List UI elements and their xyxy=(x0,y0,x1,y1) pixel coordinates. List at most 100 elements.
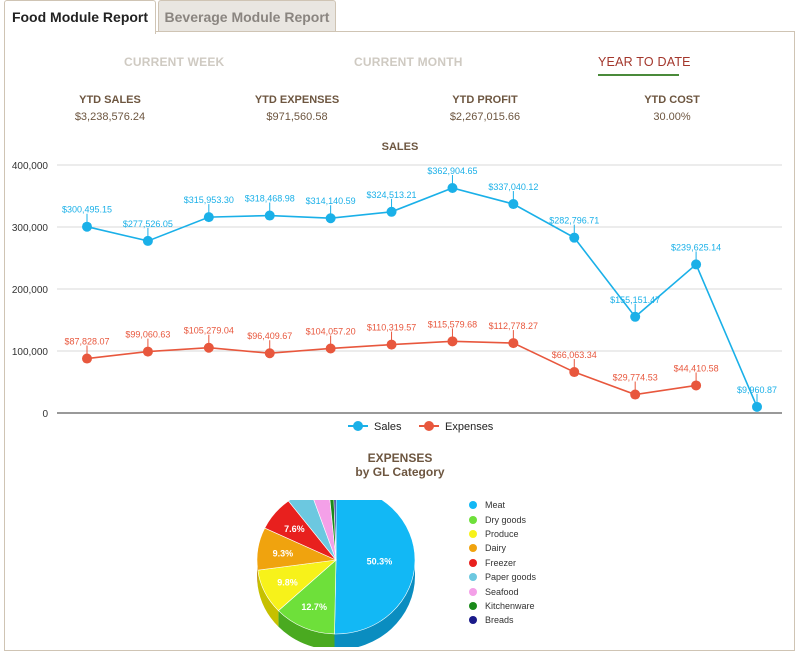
data-point xyxy=(325,213,336,224)
legend-item-kitchenware[interactable]: Kitchenware xyxy=(469,599,536,613)
legend-swatch xyxy=(469,544,477,553)
data-label: $314,140.59 xyxy=(306,196,356,206)
data-label: $29,774.53 xyxy=(613,373,658,383)
legend-item-produce[interactable]: Produce xyxy=(469,527,536,541)
pie-slice-label: 9.8% xyxy=(277,578,298,588)
legend-label: Kitchenware xyxy=(485,600,535,611)
data-point xyxy=(142,235,153,246)
data-point xyxy=(569,367,580,378)
kpi-label: YTD PROFIT xyxy=(452,94,518,106)
legend-swatch xyxy=(469,573,477,582)
data-point xyxy=(752,401,762,412)
period-year-to-date[interactable]: YEAR TO DATE xyxy=(598,55,691,69)
data-label: $96,409.67 xyxy=(247,331,292,341)
data-label: $105,279.04 xyxy=(184,326,234,336)
data-label: $337,040.12 xyxy=(488,182,538,192)
data-label: $315,953.30 xyxy=(184,195,234,205)
kpi-label: YTD COST xyxy=(644,94,700,106)
legend-label: Produce xyxy=(485,528,519,539)
y-tick-label: 0 xyxy=(42,409,48,420)
legend-item-freezer[interactable]: Freezer xyxy=(469,556,536,570)
data-label: $99,060.63 xyxy=(125,330,170,340)
data-label: $44,410.58 xyxy=(674,363,719,373)
y-tick-label: 100,000 xyxy=(12,347,49,358)
pie-slice-label: 9.3% xyxy=(273,548,294,558)
legend-label: Sales xyxy=(374,421,402,433)
data-point xyxy=(142,346,153,357)
series-line-sales xyxy=(86,187,758,408)
legend-label: Meat xyxy=(485,500,506,511)
data-point xyxy=(264,348,275,359)
legend-label: Dairy xyxy=(485,543,507,554)
legend-swatch xyxy=(469,501,477,510)
period-current-month[interactable]: CURRENT MONTH xyxy=(354,55,463,69)
data-label: $362,904.65 xyxy=(427,166,477,176)
data-point xyxy=(386,206,397,217)
data-label: $239,625.14 xyxy=(671,242,721,252)
data-label: $110,319.57 xyxy=(367,323,416,333)
tab-bar: Food Module Report Beverage Module Repor… xyxy=(0,0,800,34)
legend-swatch xyxy=(469,587,477,596)
legend-label: Breads xyxy=(485,615,514,626)
data-point xyxy=(508,199,519,210)
legend-item-meat[interactable]: Meat xyxy=(469,498,536,512)
data-point xyxy=(630,311,641,322)
data-point xyxy=(630,389,641,400)
expenses-title: EXPENSES xyxy=(367,451,433,465)
tab-food-module-report[interactable]: Food Module Report xyxy=(4,0,156,34)
legend-label: Dry goods xyxy=(485,514,527,525)
legend-swatch xyxy=(469,558,477,567)
data-point xyxy=(569,232,580,243)
legend-item-dairy[interactable]: Dairy xyxy=(469,541,536,555)
y-tick-label: 200,000 xyxy=(12,285,49,296)
data-point xyxy=(386,339,397,350)
data-point xyxy=(447,336,458,347)
pie-slice-paper-goods xyxy=(287,500,337,561)
data-point xyxy=(203,342,214,353)
y-tick-label: 300,000 xyxy=(12,223,49,234)
legend-label: Freezer xyxy=(485,557,517,568)
pie-legend: Meat Dry goods Produce Dairy Freezer Paper go… xyxy=(469,498,536,628)
kpi-ytd-expenses: YTD EXPENSES $971,560.58 xyxy=(197,94,397,123)
sales-chart-title: SALES xyxy=(381,141,419,153)
data-label: $112,778.27 xyxy=(489,321,538,331)
data-point xyxy=(264,210,275,221)
data-label: $87,828.07 xyxy=(64,337,109,347)
pie-slice-side-meat xyxy=(334,560,415,647)
legend-label: Expenses xyxy=(445,421,494,433)
tab-beverage-module-report[interactable]: Beverage Module Report xyxy=(158,0,336,32)
legend-marker xyxy=(353,421,363,431)
data-point xyxy=(82,221,92,232)
pie-slice-breads xyxy=(333,500,337,561)
kpi-ytd-sales: YTD SALES $3,238,576.24 xyxy=(10,94,210,123)
expenses-chart-title: EXPENSES by GL Category xyxy=(300,451,500,479)
kpi-ytd-profit: YTD PROFIT $2,267,015.66 xyxy=(385,94,585,123)
pie-slice-label: 50.3% xyxy=(367,556,393,566)
data-label: $115,579.68 xyxy=(428,319,477,329)
data-label: $277,526.05 xyxy=(123,219,173,229)
legend-item-paper-goods[interactable]: Paper goods xyxy=(469,570,536,584)
legend-item-seafood[interactable]: Seafood xyxy=(469,584,536,598)
sales-line-chart: 0 100,000 200,000 300,000 400,000 $300,495.15… xyxy=(12,161,782,433)
period-current-week[interactable]: CURRENT WEEK xyxy=(124,55,225,69)
pie-slice-seafood xyxy=(313,500,337,561)
data-point xyxy=(325,343,336,354)
pie-slice-label: 12.7% xyxy=(301,602,327,612)
data-point xyxy=(82,353,92,364)
pie-slice-label: 7.6% xyxy=(284,524,305,534)
data-label: $282,796.71 xyxy=(549,216,599,226)
kpi-value: $2,267,015.66 xyxy=(449,111,521,123)
legend-swatch xyxy=(469,515,477,524)
data-label: $66,063.34 xyxy=(552,350,597,360)
legend-swatch xyxy=(469,601,477,610)
data-point xyxy=(691,259,702,270)
pie-slice-dry-goods xyxy=(277,559,337,635)
legend-swatch xyxy=(469,529,477,538)
legend-item-breads[interactable]: Breads xyxy=(469,613,536,627)
data-label: $104,057.20 xyxy=(306,326,356,336)
expenses-pie-chart: 50.3% 12.7% 9.8% 9.3% 7.6% xyxy=(256,500,416,647)
kpi-value: 30.00% xyxy=(653,111,691,123)
active-period-underline xyxy=(598,74,679,76)
legend-item-dry-goods[interactable]: Dry goods xyxy=(469,512,536,526)
y-tick-label: 400,000 xyxy=(12,161,49,172)
